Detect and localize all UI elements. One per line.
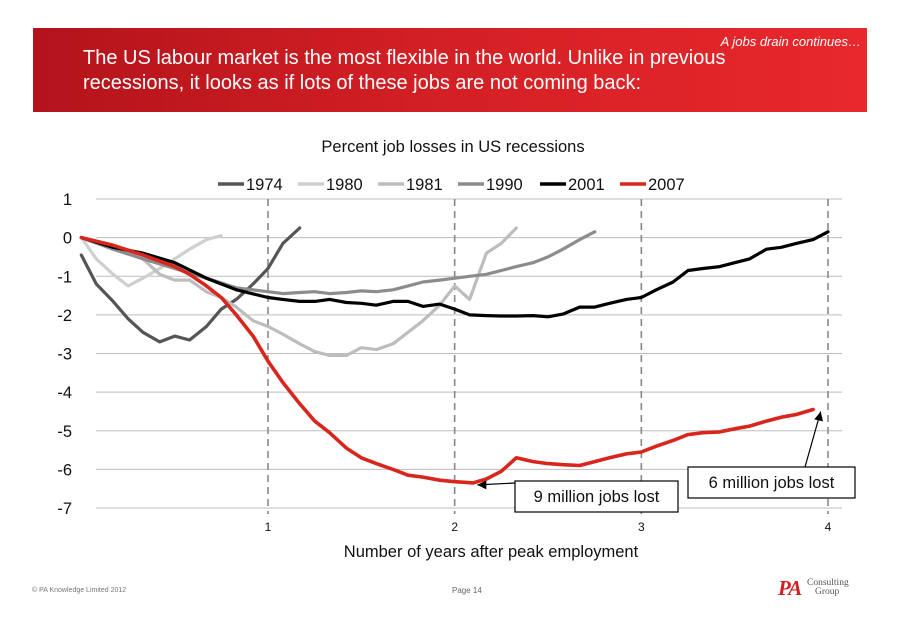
page-title: The US labour market is the most flexibl… [83,47,726,94]
chart-series [79,226,830,485]
page-number: Page 14 [452,586,482,595]
title-banner: A jobs drain continues… The US labour ma… [33,28,867,112]
y-tick-label: -2 [57,307,72,325]
series-line-2007 [79,235,815,485]
annotation-arrowhead [477,480,487,490]
legend-label-1974: 1974 [246,176,283,194]
legend-label-1990: 1990 [486,176,523,194]
x-tick-label: 2 [451,520,458,534]
logo-mark: PA [778,576,802,600]
annotation-label: 9 million jobs lost [534,488,660,506]
chart-title: Percent job losses in US recessions [321,138,584,156]
legend-label-2001: 2001 [568,176,605,194]
chart-grid [96,198,842,514]
x-axis-label: Number of years after peak employment [344,543,639,561]
logo-line-group: Group [815,587,840,597]
logo-line-consulting: Consulting [807,578,849,588]
annotation-arrowhead [814,411,824,422]
series-line-1981 [79,226,518,357]
company-logo: PA Consulting Group [778,576,849,600]
y-tick-label: -6 [57,461,72,479]
y-tick-label: -7 [57,500,72,518]
annotation-arrow-line [804,411,822,468]
annotation-box [687,466,856,499]
banner-tagline: A jobs drain continues… [720,34,861,49]
series-line-1990 [79,230,597,296]
series-line-1980 [79,234,223,288]
x-tick-label: 4 [825,520,832,534]
x-tick-label: 1 [265,520,272,534]
legend-label-1981: 1981 [406,176,443,194]
copyright-notice: © PA Knowledge Limited 2012 [32,587,127,594]
annotation-label: 6 million jobs lost [709,474,835,492]
series-line-2001 [79,230,830,319]
legend-label-1980: 1980 [326,176,363,194]
y-tick-label: -3 [57,346,72,364]
chart-axes: 1 0 -1 -2 -3 -4 -5 -6 -7 1 2 3 4 [57,191,831,534]
chart-legend: 1974 1980 1981 1990 2001 2007 [218,176,685,194]
chart-annotations: 9 million jobs lost 6 million jobs lost [477,411,856,513]
y-tick-label: 0 [63,230,72,248]
y-tick-label: 1 [63,191,72,209]
y-tick-label: -5 [57,423,72,441]
y-tick-label: -1 [57,268,72,286]
y-tick-label: -4 [57,384,72,402]
annotation-box [514,480,679,513]
x-tick-label: 3 [638,520,645,534]
series-line-1974 [79,226,302,344]
legend-label-2007: 2007 [648,176,685,194]
